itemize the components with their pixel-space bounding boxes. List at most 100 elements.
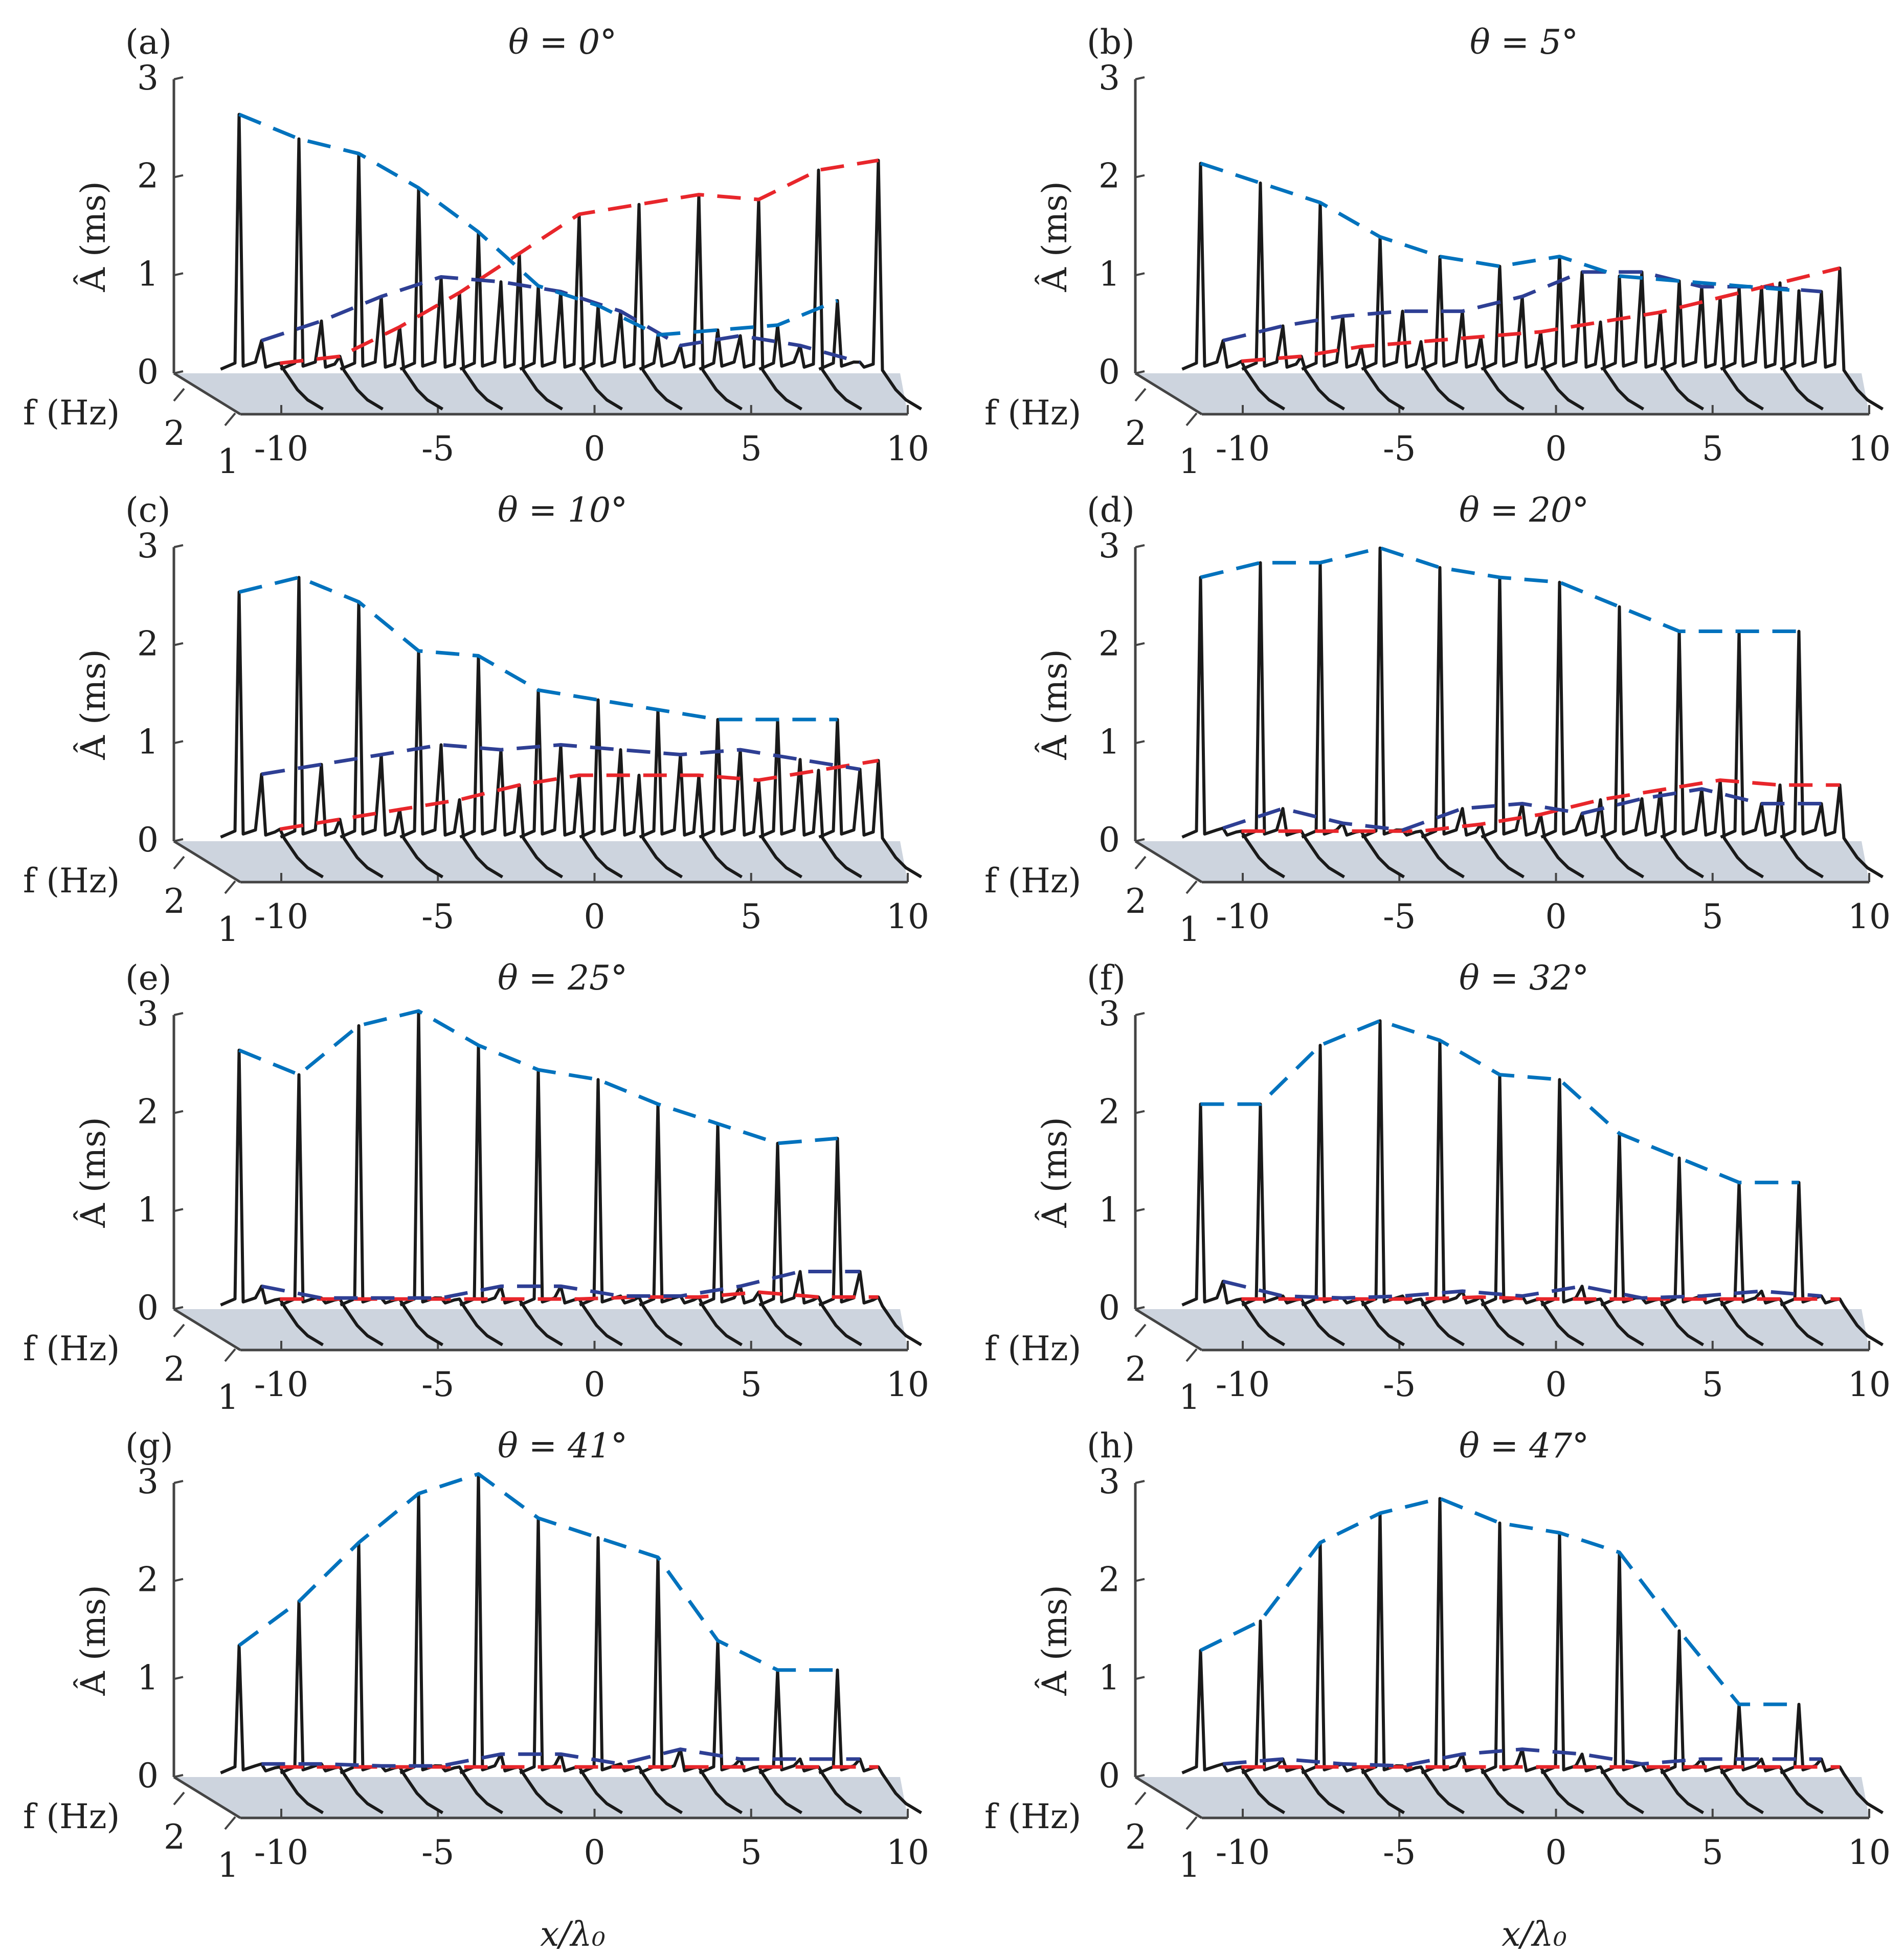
- xtick-label: -5: [1383, 897, 1416, 936]
- xtick-label: 5: [741, 429, 762, 468]
- ztick-mark: [224, 412, 236, 426]
- second-harmonic-envelope: [261, 743, 861, 776]
- ytick-label: 0: [137, 820, 159, 860]
- panel-label: (a): [125, 23, 172, 62]
- frequency-axis: [1134, 1775, 1203, 1819]
- ytick-label: 1: [137, 1190, 159, 1229]
- xtick-label: -10: [1216, 897, 1270, 936]
- ytick-label: 3: [1099, 58, 1120, 98]
- ylabel: Â (ms): [74, 1585, 113, 1696]
- frequency-axis: [1134, 372, 1203, 416]
- spectrum-trace: [1540, 1531, 1645, 1814]
- ytick-mark: [1135, 1208, 1145, 1212]
- ytick-label: 2: [1099, 1092, 1120, 1132]
- spectrum-trace: [519, 1068, 623, 1346]
- spectrum-trace: [340, 1024, 444, 1346]
- panel-title: θ = 47°: [1459, 1426, 1589, 1466]
- spectrum-trace: [639, 1556, 743, 1814]
- zlabel: f (Hz): [23, 1329, 120, 1368]
- spectrum-trace: [1600, 605, 1705, 879]
- spectrum-trace: [340, 152, 444, 411]
- ytick-mark: [173, 1208, 184, 1212]
- first-harmonic-envelope: [238, 113, 838, 337]
- spectrum-trace: [758, 1141, 863, 1346]
- ztick-mark: [1134, 1323, 1147, 1338]
- spectrum-trace: [1421, 1497, 1525, 1814]
- spectrum-trace: [280, 576, 384, 879]
- second-harmonic-envelope: [1222, 1279, 1822, 1300]
- spectrum-trace: [1481, 1073, 1585, 1346]
- ztick-mark: [173, 388, 185, 402]
- xtick-label: 0: [1545, 897, 1567, 936]
- xtick-label: -10: [1216, 1365, 1270, 1404]
- spectrum-trace: [1660, 1629, 1764, 1814]
- ytick-mark: [1135, 1012, 1145, 1016]
- spectrum-trace: [1421, 566, 1525, 879]
- xtick-label: 0: [584, 1365, 606, 1404]
- ytick-mark: [173, 1578, 184, 1582]
- ztick-label: 1: [1179, 910, 1200, 949]
- ylabel: Â (ms): [1035, 1117, 1074, 1228]
- ztick-mark: [224, 880, 236, 894]
- ytick-label: 1: [1099, 722, 1120, 761]
- xtick-label: 10: [1848, 897, 1891, 936]
- xtick-label: 5: [1702, 429, 1723, 468]
- ytick-label: 0: [1099, 352, 1120, 392]
- spectrum-trace: [1780, 629, 1884, 879]
- third-harmonic-envelope: [279, 758, 879, 831]
- ztick-mark: [173, 1791, 185, 1806]
- ytick-label: 3: [1099, 1462, 1120, 1501]
- ytick-mark: [173, 272, 184, 277]
- spectrum-trace: [818, 159, 923, 411]
- ytick-mark: [173, 1676, 184, 1680]
- xtick-label: 0: [1545, 1833, 1567, 1872]
- xtick-label: 10: [1848, 1833, 1891, 1872]
- spectrum-trace: [1181, 1103, 1286, 1346]
- ytick-label: 2: [137, 1092, 159, 1132]
- spectrum-trace: [1780, 1702, 1884, 1814]
- xtick-label: 0: [584, 429, 606, 468]
- xtick-label: -10: [254, 429, 308, 468]
- spectrum-trace: [579, 698, 683, 879]
- xtick-label: 5: [1702, 897, 1723, 936]
- spectrum-trace: [1301, 1541, 1405, 1814]
- frequency-axis: [173, 1308, 241, 1352]
- xtick-label: 10: [1848, 429, 1891, 468]
- spectrum-trace: [1481, 264, 1585, 411]
- ytick-label: 2: [137, 624, 159, 664]
- spectrum-trace: [699, 198, 803, 411]
- ytick-label: 1: [137, 1658, 159, 1697]
- xtick-label: -10: [254, 1365, 308, 1404]
- xtick-label: 5: [1702, 1833, 1723, 1872]
- ytick-label: 3: [137, 994, 159, 1033]
- spectrum-trace: [579, 1078, 683, 1346]
- spectrum-trace: [1660, 629, 1764, 879]
- ztick-label: 1: [217, 1378, 239, 1417]
- third-harmonic-envelope: [280, 1290, 879, 1301]
- ztick-label: 2: [1125, 1817, 1147, 1857]
- second-harmonic-envelope: [1222, 270, 1822, 343]
- xtick-label: 5: [741, 1365, 762, 1404]
- spectrum-trace: [818, 1668, 923, 1814]
- second-harmonic-envelope: [261, 1747, 860, 1768]
- ytick-label: 2: [1099, 156, 1120, 196]
- second-harmonic-envelope: [1223, 1747, 1822, 1768]
- ytick-label: 1: [137, 254, 159, 294]
- xtick-label: -10: [1216, 1833, 1270, 1872]
- spectrum-trace: [459, 1472, 564, 1814]
- ztick-label: 2: [164, 882, 185, 921]
- zlabel: f (Hz): [23, 1797, 120, 1836]
- spectrum-trace: [1720, 629, 1824, 879]
- ytick-label: 3: [137, 526, 159, 566]
- first-harmonic-envelope: [1199, 1496, 1799, 1706]
- xtick-label: -5: [1383, 429, 1416, 468]
- spectrum-trace: [1241, 181, 1346, 411]
- panel-label: (g): [125, 1426, 173, 1466]
- ytick-mark: [1135, 1676, 1145, 1680]
- xtick-label: -5: [421, 1833, 454, 1872]
- xlabel-left: x/λ₀: [540, 1915, 606, 1954]
